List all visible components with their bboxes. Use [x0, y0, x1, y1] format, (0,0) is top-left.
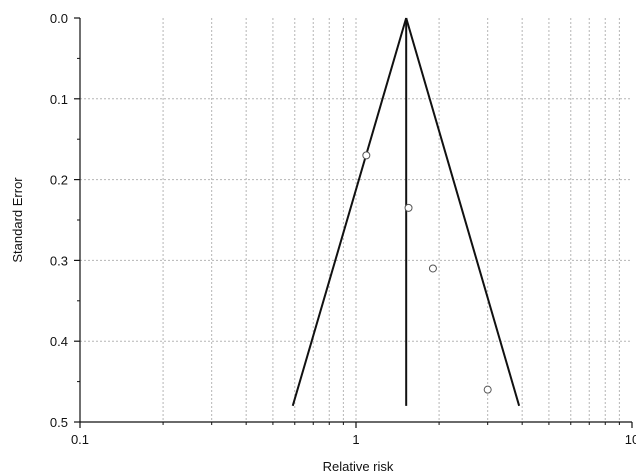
x-tick-label: 0.1: [71, 432, 89, 447]
y-tick-label: 0.1: [50, 92, 68, 107]
tick-labels: 0.00.10.20.30.40.50.1 1 10: [50, 11, 636, 447]
funnel-lines: [291, 17, 521, 407]
study-point: [404, 203, 413, 212]
x-tick-label: 10: [625, 432, 636, 447]
y-tick-label: 0.5: [50, 415, 68, 430]
axes: [74, 17, 633, 428]
y-tick-label: 0.2: [50, 173, 68, 188]
x-axis-title: Relative risk: [323, 459, 394, 474]
y-axis-title: Standard Error: [10, 177, 25, 263]
study-point: [428, 264, 437, 273]
study-point: [362, 151, 371, 160]
data-points: [362, 151, 492, 394]
grid-lines: [80, 18, 632, 422]
study-point: [483, 385, 492, 394]
lower-limit-line: [291, 17, 408, 407]
y-tick-label: 0.3: [50, 253, 68, 268]
y-tick-label: 0.0: [50, 11, 68, 26]
x-tick-label: 1: [352, 432, 359, 447]
y-tick-label: 0.4: [50, 334, 68, 349]
upper-limit-line: [405, 17, 521, 407]
